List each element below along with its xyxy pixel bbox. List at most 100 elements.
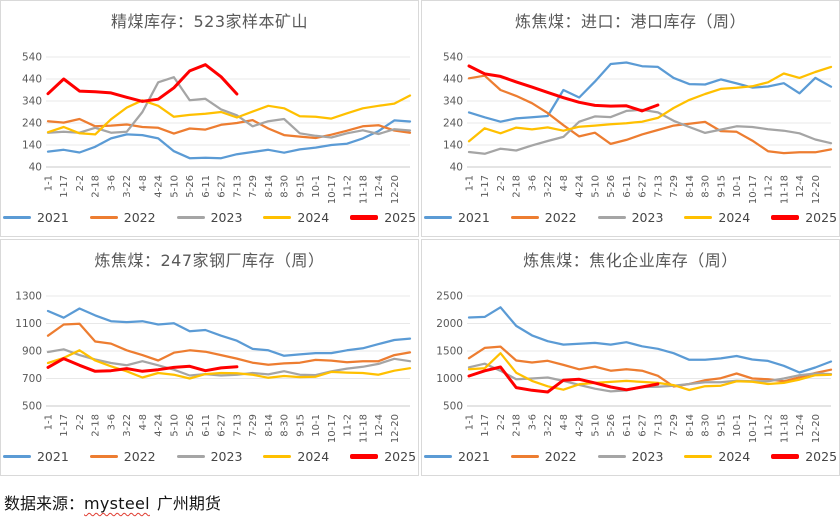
x-axis-tick-label: 12-20: [389, 414, 400, 443]
legend-swatch-2022: [510, 215, 539, 220]
x-axis-tick-label: 11-18: [358, 414, 369, 443]
legend-label: 2024: [297, 210, 330, 225]
legend-swatch-2024: [263, 454, 292, 459]
series-line-2021: [467, 306, 832, 374]
x-axis-tick-label: 8-30: [279, 175, 290, 198]
legend-swatch-2021: [423, 454, 452, 459]
x-axis-tick-label: 7-13: [232, 414, 243, 437]
legend-label: 2023: [210, 449, 243, 464]
chart-title: 炼焦煤：247家钢厂库存（周）: [94, 251, 325, 270]
legend-label: 2024: [718, 449, 751, 464]
x-axis-tick-label: 9-15: [295, 175, 306, 198]
x-axis-tick-label: 11-2: [342, 175, 353, 198]
legend-item-2021: 2021: [423, 449, 490, 464]
legend-label: 2022: [544, 449, 577, 464]
x-axis-tick-label: 8-30: [279, 414, 290, 437]
x-axis-tick-label: 10-17: [326, 414, 337, 443]
y-axis-tick-label: 540: [442, 52, 462, 64]
x-axis-tick-label: 6-27: [637, 175, 648, 198]
y-axis-tick-label: 540: [21, 52, 41, 64]
y-axis-tick-label: 500: [21, 401, 41, 413]
x-axis-tick-label: 4-8: [137, 414, 148, 430]
series-line-2021: [46, 119, 411, 160]
legend-swatch-2024: [684, 454, 713, 459]
chart-panel-coking-plant-inventory: 炼焦煤：焦化企业库存（周） 500 1000 1500 2000 2500 1-1 1-17…: [421, 239, 840, 476]
legend-label: 2025: [384, 449, 417, 464]
x-axis-tick-label: 7-13: [232, 175, 243, 198]
line-chart: 40 140 240 340 440 540 1-1 1-17 2-2 2-18 3-6 3-22 4-…: [442, 52, 832, 204]
x-axis-tick-label: 1-1: [464, 175, 475, 191]
x-axis-tick-label: 8-30: [700, 175, 711, 198]
x-axis-tick-label: 1-17: [59, 414, 70, 437]
series-line-2023: [46, 76, 411, 139]
chart-legend: 2021 2022 2023 2024 2025: [1, 449, 418, 464]
x-axis-tick-label: 5-10: [590, 414, 601, 437]
x-axis-tick-label: 2-18: [511, 175, 522, 198]
y-axis-tick-label: 900: [21, 346, 41, 358]
x-axis-tick-label: 12-20: [389, 175, 400, 204]
legend-swatch-2021: [2, 454, 31, 459]
x-axis-tick-label: 5-26: [185, 175, 196, 198]
x-axis-tick-label: 12-4: [374, 175, 385, 198]
x-axis-tick-label: 4-24: [153, 414, 164, 437]
legend-label: 2021: [457, 449, 490, 464]
x-axis-tick-label: 10-17: [747, 175, 758, 204]
legend-item-2021: 2021: [2, 449, 69, 464]
chart-panel-mine-inventory: 精煤库存：523家样本矿山 40 140 240 340 440 540 1-1 1-17 2-…: [0, 0, 419, 237]
x-axis-tick-label: 12-4: [374, 414, 385, 437]
legend-label: 2024: [718, 210, 751, 225]
x-axis-tick-label: 7-13: [653, 175, 664, 198]
y-axis-tick-label: 40: [449, 162, 462, 174]
legend-label: 2021: [36, 210, 69, 225]
x-axis-tick-label: 6-11: [621, 175, 632, 198]
x-axis-tick-label: 10-1: [311, 175, 322, 198]
legend-label: 2021: [36, 449, 69, 464]
legend-swatch-2024: [684, 215, 713, 220]
legend-swatch-2025: [350, 215, 379, 220]
data-source-broker: 广州期货: [156, 494, 221, 513]
x-axis-tick-label: 11-18: [779, 175, 790, 204]
y-axis-tick-label: 2500: [436, 291, 463, 303]
legend-swatch-2022: [89, 454, 118, 459]
legend-label: 2023: [631, 210, 664, 225]
legend-swatch-2022: [89, 215, 118, 220]
chart-legend: 2021 2022 2023 2024 2025: [1, 210, 418, 225]
x-axis-tick-label: 5-26: [606, 175, 617, 198]
legend-swatch-2025: [350, 454, 379, 459]
legend-label: 2024: [297, 449, 330, 464]
x-axis-tick-label: 3-22: [122, 175, 133, 198]
x-axis-tick-label: 4-24: [574, 175, 585, 198]
legend-item-2022: 2022: [89, 210, 156, 225]
legend-label: 2022: [544, 210, 577, 225]
x-axis-tick-label: 12-20: [810, 414, 821, 443]
legend-swatch-2023: [176, 215, 205, 220]
chart-title: 炼焦煤：焦化企业库存（周）: [523, 251, 738, 270]
x-axis-tick-label: 3-6: [106, 175, 117, 191]
series-line-2021: [46, 307, 411, 357]
legend-item-2025: 2025: [350, 449, 416, 464]
x-axis-tick-label: 3-6: [106, 414, 117, 430]
series-line-2022: [46, 322, 411, 366]
legend-swatch-2023: [176, 454, 205, 459]
x-axis-tick-label: 1-1: [43, 175, 54, 191]
x-axis-tick-label: 7-13: [653, 414, 664, 437]
x-axis-tick-label: 5-10: [590, 175, 601, 198]
x-axis-tick-label: 1-17: [59, 175, 70, 198]
series-line-2022: [46, 117, 411, 140]
x-axis-tick-label: 5-10: [169, 414, 180, 437]
x-axis-tick-label: 1-17: [480, 175, 491, 198]
x-axis-tick-label: 2-2: [74, 175, 85, 191]
series-line-2023: [467, 108, 832, 155]
x-axis-tick-label: 6-11: [200, 414, 211, 437]
chart-panel-steel-mill-inventory: 炼焦煤：247家钢厂库存（周） 500 700 900 1100 1300 1-1 1-17…: [0, 239, 419, 476]
y-axis-tick-label: 440: [21, 74, 41, 86]
series-line-2025: [467, 64, 659, 113]
x-axis-tick-label: 12-4: [795, 175, 806, 198]
y-axis-tick-label: 340: [442, 96, 462, 108]
x-axis-tick-label: 5-10: [169, 175, 180, 198]
x-axis-tick-label: 7-29: [669, 414, 680, 437]
x-axis-tick-label: 3-22: [543, 414, 554, 437]
x-axis-tick-label: 6-27: [216, 414, 227, 437]
x-axis-tick-label: 2-18: [90, 414, 101, 437]
x-axis-tick-label: 1-1: [43, 414, 54, 430]
